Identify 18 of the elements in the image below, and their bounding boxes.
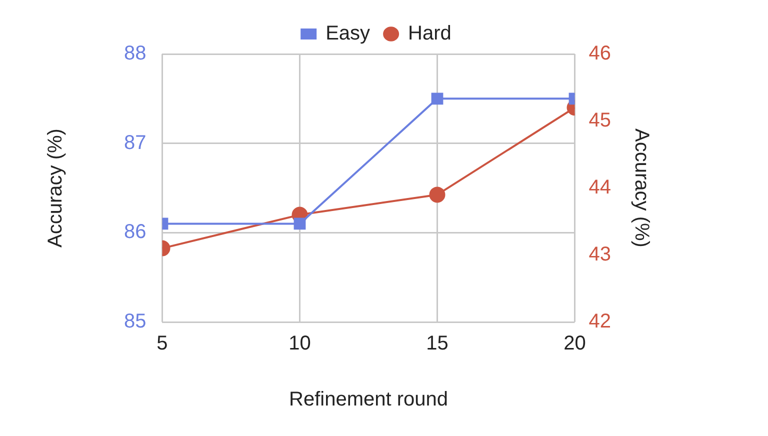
x-axis-title: Refinement round — [289, 388, 448, 411]
y-tick-label: 85 — [124, 310, 146, 333]
y2-axis-title: Accuracy (%) — [630, 128, 652, 248]
legend-label: Hard — [408, 22, 452, 45]
x-tick-label: 5 — [156, 332, 168, 355]
y2-tick-label: 43 — [588, 244, 612, 266]
y2-tick-label: 45 — [588, 110, 612, 132]
y2-tick-label: 44 — [588, 176, 612, 199]
y-tick-label: 87 — [124, 132, 146, 154]
y2-tick-label: 46 — [588, 42, 612, 65]
y-axis-title: Accuracy (%) — [44, 128, 67, 248]
y2-tick-label: 42 — [588, 310, 612, 333]
legend-label: Easy — [326, 22, 370, 45]
x-tick-label: 15 — [426, 332, 448, 355]
x-tick-label: 10 — [288, 332, 311, 355]
y-tick-label: 86 — [124, 221, 146, 244]
y-tick-label: 88 — [124, 42, 146, 65]
x-tick-label: 20 — [564, 332, 586, 355]
